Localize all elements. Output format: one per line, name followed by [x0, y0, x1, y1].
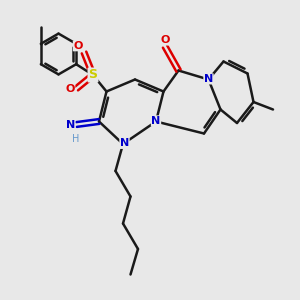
Text: O: O — [66, 83, 75, 94]
Text: S: S — [88, 68, 98, 82]
Text: H: H — [72, 134, 80, 143]
Text: O: O — [160, 35, 170, 45]
Text: N: N — [66, 119, 75, 130]
Text: N: N — [152, 116, 160, 126]
Text: O: O — [73, 41, 83, 51]
Text: N: N — [120, 138, 129, 148]
Text: N: N — [204, 74, 213, 84]
